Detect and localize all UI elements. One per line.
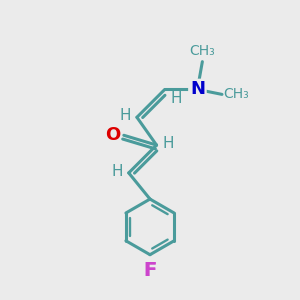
Text: H: H [162, 136, 174, 151]
Text: H: H [111, 164, 123, 179]
Text: N: N [190, 80, 205, 98]
Text: CH₃: CH₃ [224, 87, 249, 101]
Text: CH₃: CH₃ [190, 44, 215, 58]
Text: F: F [143, 261, 157, 280]
Text: F: F [143, 261, 157, 280]
Text: H: H [171, 91, 182, 106]
Text: O: O [105, 126, 120, 144]
Text: H: H [119, 108, 131, 123]
